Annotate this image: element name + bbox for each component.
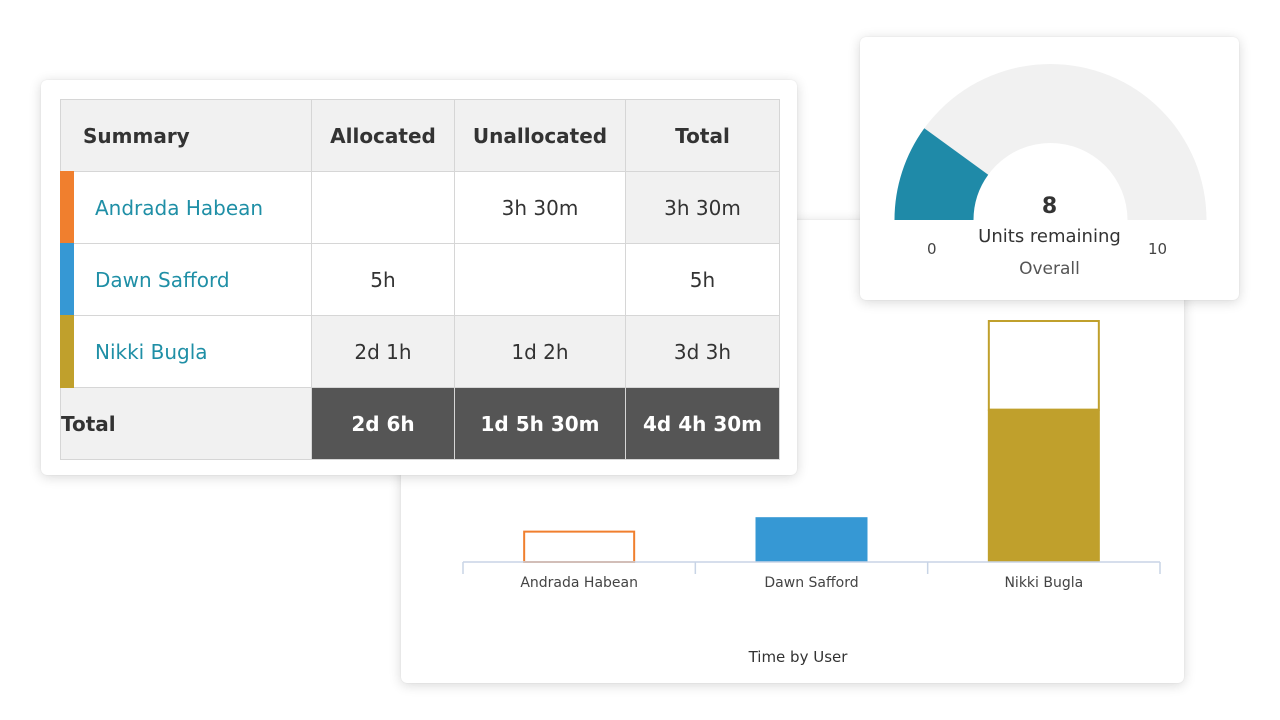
gauge-value: 8 [1041, 194, 1058, 219]
gauge-chart [894, 64, 1207, 221]
chart-title: Time by User [748, 648, 849, 666]
total-cell: 3h 30m [625, 171, 780, 244]
bar-unallocated[interactable] [523, 530, 636, 564]
header-total: Total [625, 99, 780, 172]
user-color-stripe [60, 243, 74, 316]
gauge-value-label: Units remaining [978, 226, 1121, 247]
header-allocated: Allocated [311, 99, 455, 172]
user-cell: Andrada Habean [60, 171, 312, 244]
table-header-row: Summary Allocated Unallocated Total [60, 99, 780, 172]
table-row: Andrada Habean 3h 30m 3h 30m [60, 171, 780, 244]
allocated-cell: 5h [311, 243, 455, 316]
bar-allocated[interactable] [755, 517, 868, 562]
bar-allocated[interactable] [987, 409, 1100, 562]
unallocated-cell: 3h 30m [454, 171, 626, 244]
table-total-row: Total 2d 6h 1d 5h 30m 4d 4h 30m [60, 387, 780, 460]
x-tick-label: Nikki Bugla [1004, 575, 1083, 591]
unallocated-cell: 1d 2h [454, 315, 626, 388]
table-row: Nikki Bugla 2d 1h 1d 2h 3d 3h [60, 315, 780, 388]
allocated-cell: 2d 1h [311, 315, 455, 388]
total-allocated-cell: 2d 6h [311, 387, 455, 460]
x-tick-label: Andrada Habean [520, 575, 638, 591]
user-color-stripe [60, 171, 74, 244]
header-summary: Summary [60, 99, 312, 172]
grand-total-cell: 4d 4h 30m [625, 387, 780, 460]
x-tick-label: Dawn Safford [764, 575, 858, 591]
gauge-fill [894, 128, 989, 220]
unallocated-cell [454, 243, 626, 316]
header-unallocated: Unallocated [454, 99, 626, 172]
total-label: Total [60, 387, 312, 460]
user-cell: Dawn Safford [60, 243, 312, 316]
user-cell: Nikki Bugla [60, 315, 312, 388]
gauge-max-label: 10 [1148, 240, 1168, 258]
user-name-link[interactable]: Andrada Habean [95, 195, 264, 220]
gauge-caption: Overall [1019, 259, 1080, 279]
summary-table: Summary Allocated Unallocated Total Andr… [60, 99, 780, 460]
gauge-min-label: 0 [927, 240, 937, 258]
units-remaining-gauge-card: 8 Units remaining 0 10 Overall [860, 37, 1239, 300]
time-by-user-chart: Andrada Habean Dawn Safford Nikki Bugla Tim… [462, 320, 1161, 666]
summary-table-card: Summary Allocated Unallocated Total Andr… [41, 80, 797, 475]
user-color-stripe [60, 315, 74, 388]
bar-unallocated[interactable] [987, 320, 1100, 411]
total-unallocated-cell: 1d 5h 30m [454, 387, 626, 460]
user-name-link[interactable]: Nikki Bugla [95, 339, 208, 364]
allocated-cell [311, 171, 455, 244]
user-name-link[interactable]: Dawn Safford [95, 267, 230, 292]
table-row: Dawn Safford 5h 5h [60, 243, 780, 316]
total-cell: 3d 3h [625, 315, 780, 388]
total-cell: 5h [625, 243, 780, 316]
